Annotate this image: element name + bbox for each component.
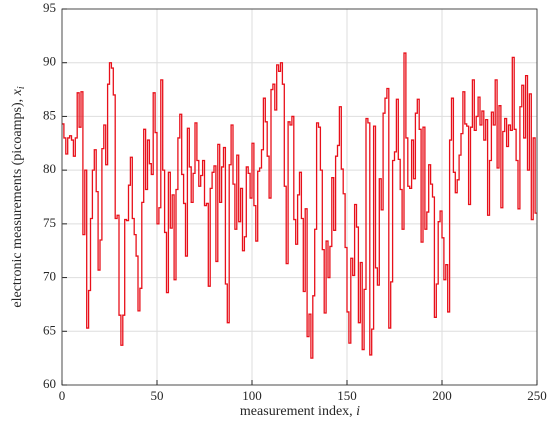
x-axis-label: measurement index, i bbox=[240, 404, 360, 419]
x-tick-label: 200 bbox=[432, 388, 452, 403]
step-line bbox=[62, 52, 537, 359]
y-label-var: x bbox=[10, 88, 25, 96]
x-tick-label: 150 bbox=[337, 388, 357, 403]
x-tick-label: 0 bbox=[59, 388, 66, 403]
x-label-var: i bbox=[356, 404, 360, 419]
y-tick-label: 85 bbox=[43, 107, 56, 122]
y-tick-label: 90 bbox=[43, 54, 56, 69]
y-tick-label: 95 bbox=[43, 0, 56, 15]
x-tick-label: 100 bbox=[242, 388, 262, 403]
y-tick-label: 75 bbox=[43, 215, 56, 230]
x-tick-label: 250 bbox=[527, 388, 547, 403]
y-label-sub: i bbox=[16, 86, 27, 89]
x-tick-label: 50 bbox=[151, 388, 164, 403]
y-tick-label: 70 bbox=[43, 269, 56, 284]
y-tick-label: 60 bbox=[43, 376, 56, 391]
y-label-text: electronic measurements (picoamps), bbox=[10, 95, 25, 307]
x-label-text: measurement index, bbox=[240, 404, 356, 419]
y-axis-label: electronic measurements (picoamps), xi bbox=[10, 86, 27, 307]
y-tick-label: 65 bbox=[43, 322, 56, 337]
y-tick-label: 80 bbox=[43, 161, 56, 176]
plot-frame bbox=[61, 8, 538, 386]
